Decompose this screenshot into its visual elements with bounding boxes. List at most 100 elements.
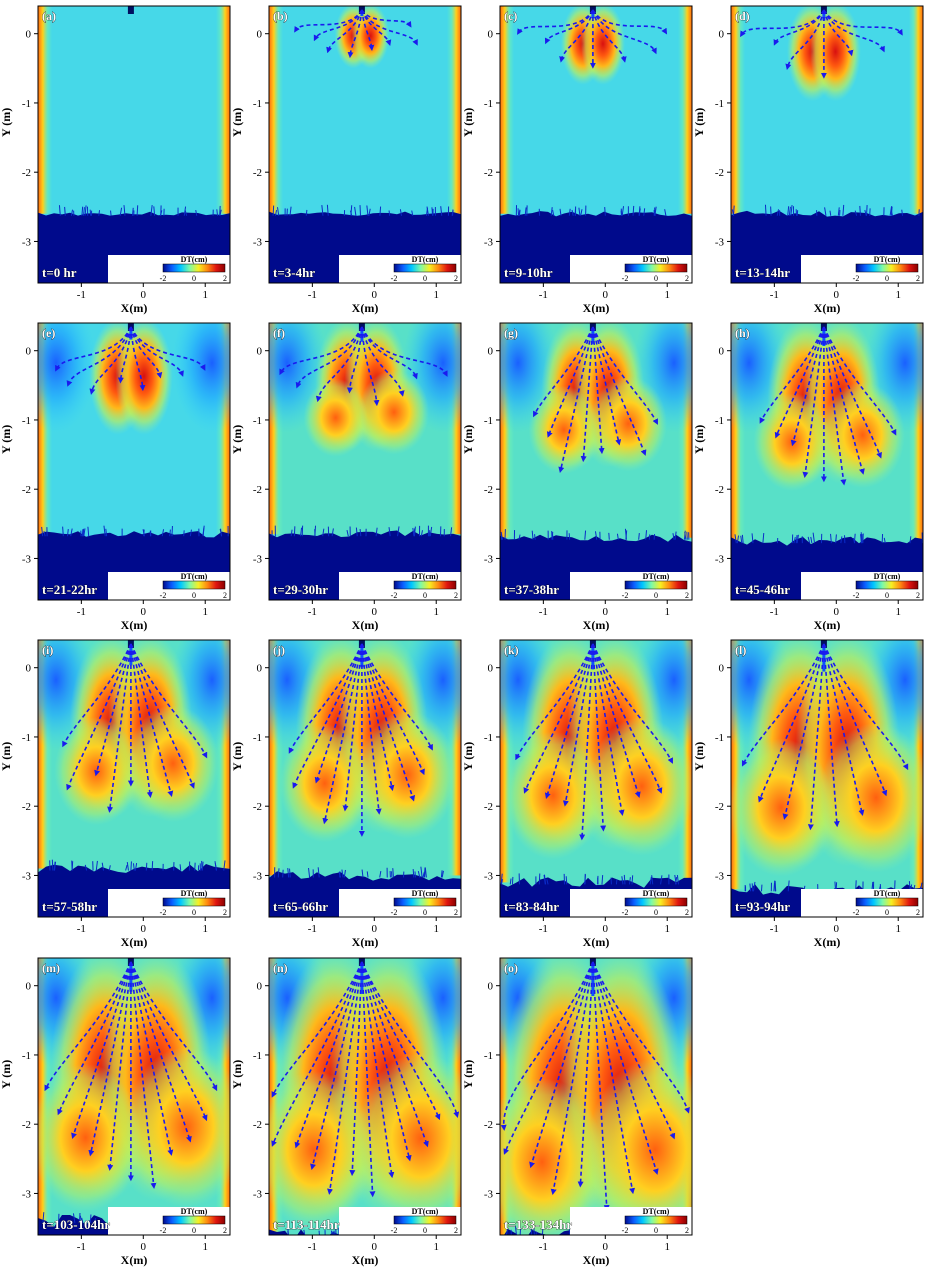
lobe-fan-left-5: [303, 378, 368, 457]
colorbar-tick-7-0: -2: [853, 591, 860, 600]
ytick-label-3-3: -3: [715, 236, 725, 248]
ytick-label-1-1: -1: [253, 98, 262, 110]
ytick-label-3-0: 0: [719, 29, 725, 41]
yaxis-label-7: Y (m): [692, 425, 706, 454]
xtick-label-0-2: 1: [202, 289, 208, 301]
xtick-label-7-1: 0: [834, 606, 840, 618]
colorbar-title-12: DT(cm): [181, 1207, 208, 1216]
flow-arrow-4-1: [66, 326, 132, 387]
flow-arrow-3-0: [740, 9, 825, 38]
flow-arrow-5-7: [361, 326, 448, 377]
ytick-label-12-1: -1: [22, 1050, 31, 1062]
ytick-label-3-1: -1: [715, 98, 724, 110]
flow-arrow-12-1: [57, 961, 132, 1116]
panel-label-10: (k): [504, 643, 519, 657]
panel-label-7: (h): [735, 326, 750, 340]
xaxis-label-1: X(m): [352, 301, 379, 315]
colorbar-0: [162, 263, 226, 273]
flow-arrow-6-1: [546, 326, 594, 438]
flow-arrow-2-6: [592, 9, 668, 35]
flow-arrow-5-1: [295, 326, 363, 389]
flow-arrow-9-4: [342, 643, 363, 812]
time-label-12: t=103-104hr: [42, 1217, 110, 1232]
colorbar-title-10: DT(cm): [643, 889, 670, 898]
lobe-right-2: [580, 6, 626, 85]
colorbar-tick-9-0: -2: [391, 908, 398, 917]
colorbar-tick-7-2: 2: [916, 591, 920, 600]
ytick-label-4-2: -2: [22, 484, 31, 496]
panel-label-13: (n): [273, 961, 288, 975]
xaxis-label-2: X(m): [583, 301, 610, 315]
colorbar-tick-8-0: -2: [160, 908, 167, 917]
panel-field-14: DT(cm) -2 0 2: [500, 958, 692, 1235]
ytick-label-12-2: -2: [22, 1119, 31, 1131]
xtick-label-11-2: 1: [895, 923, 901, 935]
xtick-label-10-2: 1: [664, 923, 670, 935]
ytick-label-12-3: -3: [22, 1188, 32, 1200]
panel-field-11: DT(cm) -2 0 2: [731, 640, 923, 917]
flow-arrow-1-7: [361, 9, 412, 28]
colorbar-10: [624, 897, 688, 907]
flow-arrow-5-2: [315, 326, 363, 403]
colorbar-tick-2-0: -2: [622, 274, 629, 283]
colorbar-tick-13-0: -2: [391, 1226, 398, 1235]
flow-arrow-14-8: [592, 961, 676, 1140]
xaxis-label-14: X(m): [583, 1253, 610, 1267]
colorbar-tick-8-1: 0: [192, 908, 196, 917]
panel-10: DT(cm)-2 0 2t=83-84hr(k)0-1-2-3-1 0 1X(m)Y (…: [461, 639, 693, 949]
flow-arrow-10-8: [592, 643, 663, 794]
xtick-label-2-1: 0: [603, 289, 609, 301]
xaxis-label-10: X(m): [583, 935, 610, 949]
flow-arrow-12-0: [44, 961, 132, 1092]
panel-field-3: DT(cm) -2 0 2: [731, 6, 923, 283]
colorbar-tick-1-0: -2: [391, 274, 398, 283]
colorbar-tick-2-2: 2: [685, 274, 689, 283]
flow-arrow-13-6: [361, 961, 376, 1198]
flow-arrow-13-1: [271, 961, 363, 1147]
lobe-fan-right-14: [587, 1058, 692, 1235]
time-label-11: t=93-94hr: [735, 899, 790, 914]
yaxis-label-3: Y (m): [692, 108, 706, 137]
flow-arrow-14-6: [592, 961, 636, 1195]
colorbar-4: [162, 580, 226, 590]
colorbar-11: [855, 897, 919, 907]
xtick-label-14-0: -1: [539, 1241, 548, 1253]
colorbar-tick-11-2: 2: [916, 908, 920, 917]
flow-arrow-14-3: [550, 961, 594, 1196]
wall-right-2: [678, 6, 692, 214]
xtick-label-7-2: 1: [895, 606, 901, 618]
panel-field-1: DT(cm) -2 0 2: [269, 6, 461, 283]
flow-arrow-3-4: [823, 9, 854, 57]
xtick-label-9-1: 0: [372, 923, 378, 935]
colorbar-tick-6-0: -2: [622, 591, 629, 600]
flow-arrow-7-6: [823, 326, 865, 475]
xtick-label-1-0: -1: [308, 289, 317, 301]
ytick-label-0-1: -1: [22, 98, 31, 110]
colorbar-tick-10-0: -2: [622, 908, 629, 917]
xtick-label-4-0: -1: [77, 606, 86, 618]
colorbar-6: [624, 580, 688, 590]
colorbar-13: [393, 1215, 457, 1225]
flow-arrow-11-6: [823, 643, 888, 797]
ytick-label-11-3: -3: [715, 870, 725, 882]
flow-arrow-8-3: [107, 643, 132, 813]
flow-arrow-10-2: [544, 643, 594, 799]
colorbar-1: [393, 263, 457, 273]
panel-2: DT(cm)-2 0 2t=9-10hr(c)0-1-2-3-1 0 1X(m)Y (m…: [461, 5, 693, 315]
colorbar-tick-3-2: 2: [916, 274, 920, 283]
panel-0: DT(cm)-2 0 2t=0 hr(a)0-1-2-3-1 0 1X(m)Y (m): [0, 5, 231, 315]
xtick-label-12-0: -1: [77, 1241, 86, 1253]
flow-arrow-10-5: [592, 643, 607, 832]
panel-field-12: DT(cm) -2 0 2: [38, 958, 230, 1235]
ytick-label-2-2: -2: [484, 167, 493, 179]
inlet-0: [127, 6, 134, 14]
time-label-10: t=83-84hr: [504, 899, 559, 914]
ytick-label-5-0: 0: [257, 346, 263, 358]
xtick-label-12-2: 1: [202, 1241, 208, 1253]
ytick-label-13-2: -2: [253, 1119, 262, 1131]
xaxis-label-7: X(m): [814, 618, 841, 632]
ytick-label-6-0: 0: [488, 346, 494, 358]
lobe-fan-right-6: [589, 375, 667, 472]
colorbar-title-3: DT(cm): [874, 255, 901, 264]
yaxis-label-5: Y (m): [230, 425, 244, 454]
